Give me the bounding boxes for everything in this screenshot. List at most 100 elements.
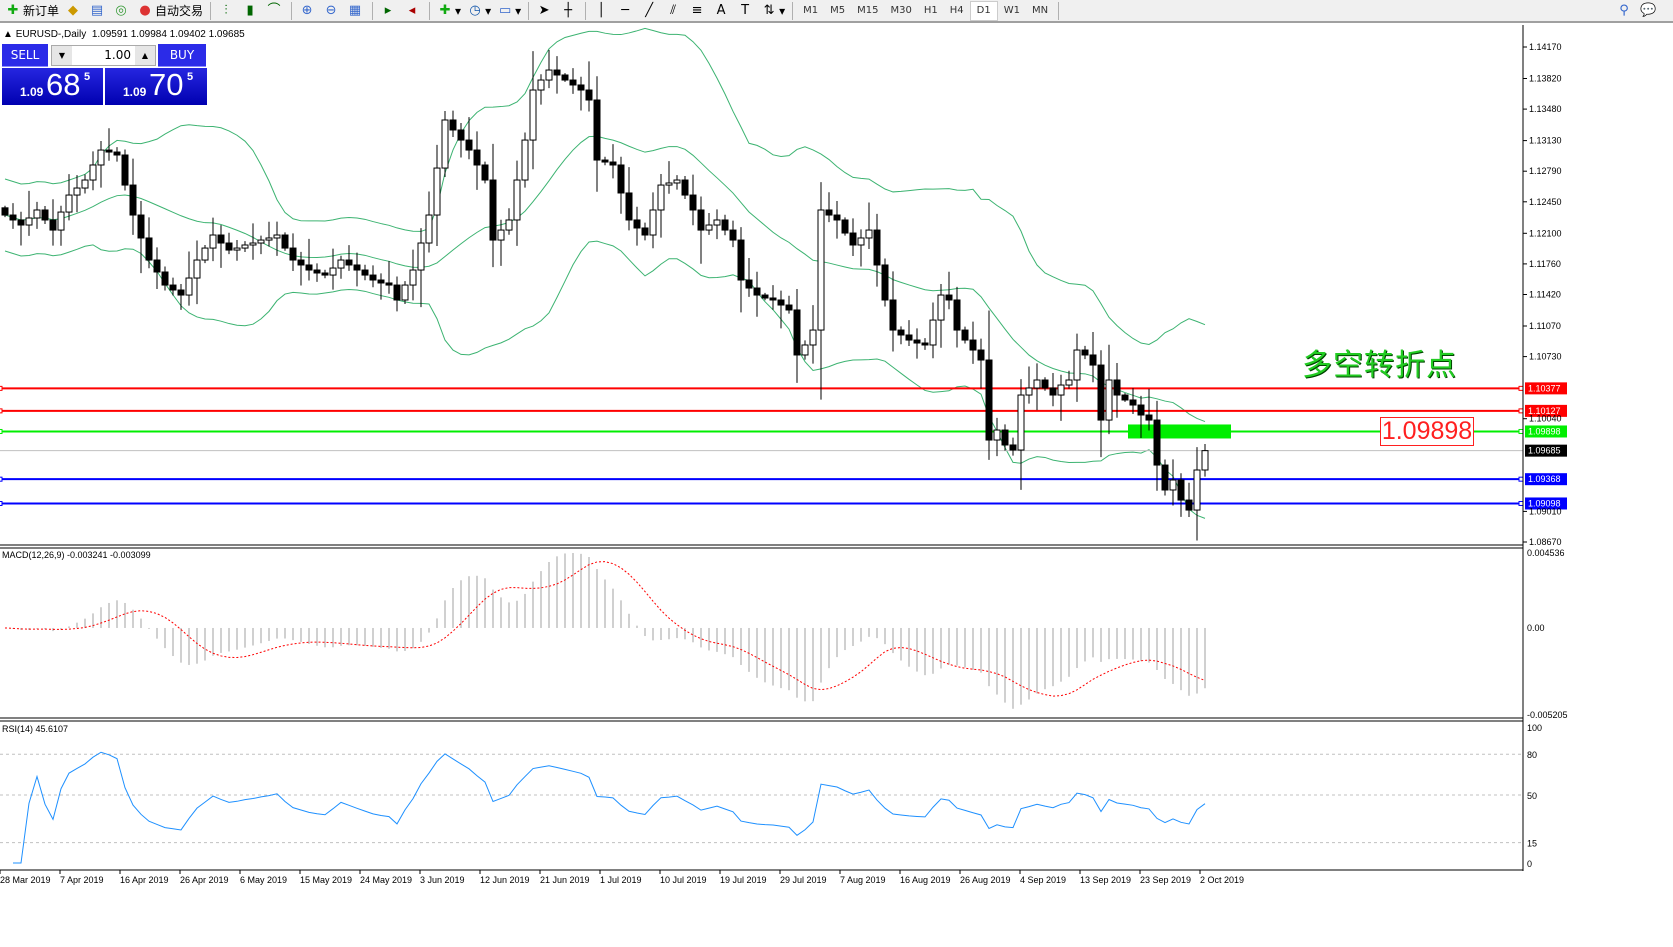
timeframe-m1[interactable]: M1 [803,5,819,16]
signals-button[interactable]: ◎ [110,0,134,21]
line-chart-button[interactable]: ⌒ [263,0,287,21]
bull-candle [665,182,673,186]
bear-candle [1121,394,1129,401]
search-button[interactable]: ⚲ [1613,0,1637,21]
text-button[interactable]: A [710,0,734,21]
templates-button[interactable]: ▭ ▾ [498,2,522,18]
date-tick-label: 13 Sep 2019 [1080,875,1131,885]
indicators-button[interactable]: ✚ ▾ [434,0,464,21]
timeframe-d1[interactable]: D1 [969,0,998,21]
lot-size-stepper[interactable]: ▼ 1.00 ▲ [51,45,156,66]
bear-candle [977,349,985,361]
horizontal-line-button[interactable]: ─ [614,0,638,21]
text-label-button[interactable]: T [734,0,758,21]
auto-scroll-button[interactable]: ▸ [377,0,401,21]
annotation-text[interactable]: 多空转折点 [1302,348,1457,383]
market-watch-icon: ◆ [68,2,79,18]
lot-increase-button[interactable]: ▲ [135,46,155,65]
bull-candle [81,179,89,189]
tile-windows-button[interactable]: ▦ [344,0,368,21]
vertical-line-button[interactable]: │ [590,0,614,21]
timeframe-m5[interactable]: M5 [830,5,846,16]
level-handle [1518,408,1524,414]
bear-candle [473,149,481,166]
bear-candle [1049,387,1057,396]
level-price-label: 1.10377 [1528,383,1561,393]
zoom-out-button[interactable]: ⊖ [320,0,344,21]
bear-candle [1161,464,1169,491]
annotation-price-box[interactable]: 1.09898 [1380,417,1474,446]
bull-candle [865,229,873,239]
chart-window[interactable]: 1.103771.101271.098981.096851.093681.090… [0,25,1673,947]
periods-button[interactable]: ◷ ▾ [464,0,494,21]
new-order-button[interactable]: ✚ 新订单 [2,0,62,21]
bar-chart-button[interactable]: ⫶ [215,0,239,21]
equidistant-channel-button[interactable]: ⫽ [662,0,686,21]
bull-candle [329,267,337,276]
market-watch-button[interactable]: ◆ [62,0,86,21]
candlestick-button[interactable]: ▮ [239,0,263,21]
separator [1058,1,1060,20]
timeframe-h1[interactable]: H1 [923,5,938,16]
line-chart-icon: ⌒ [267,2,281,18]
arrows-button[interactable]: ⇅ ▾ [758,0,788,21]
price-tick-label: 1.11760 [1529,259,1561,269]
timeframe-m30[interactable]: M30 [890,5,912,16]
chat-icon: 💬 [1640,2,1657,18]
trendline-button[interactable]: ╱ [638,0,662,21]
bear-candle [9,214,17,221]
level-handle [1518,476,1524,482]
bear-candle [905,334,913,341]
date-tick-label: 16 Apr 2019 [120,875,169,885]
price-tick-label: 1.11070 [1529,321,1561,331]
zoom-in-icon: ⊕ [301,2,313,18]
bull-candle [1065,379,1073,386]
sell-price-button[interactable]: 1.09 68 5 [2,67,103,105]
price-tick-label: 1.13820 [1529,74,1562,84]
timeframe-h4[interactable]: H4 [949,5,964,16]
buy-price-fraction: 5 [187,71,194,83]
price-tick-label: 1.12100 [1529,228,1562,238]
date-tick-label: 1 Jul 2019 [600,875,642,885]
bear-candle [361,269,369,276]
bear-candle [169,284,177,291]
bull-candle [65,194,73,213]
sell-button[interactable]: SELL [2,44,48,67]
buy-button[interactable]: BUY [158,44,206,67]
bull-candle [241,244,249,249]
bear-candle [641,227,649,236]
bull-candle [497,229,505,241]
bear-candle [873,229,881,266]
level-price-label: 1.09368 [1528,474,1561,484]
chart-shift-button[interactable]: ◂ [401,0,425,21]
auto-scroll-icon: ▸ [384,2,392,18]
bear-candle [313,269,321,274]
lot-decrease-button[interactable]: ▼ [52,46,72,65]
bear-candle [585,89,593,101]
crosshair-button[interactable]: ┼ [557,0,581,21]
bear-candle [737,239,745,281]
timeframe-w1[interactable]: W1 [1003,5,1020,16]
bear-candle [785,304,793,311]
auto-trading-button[interactable]: ● 自动交易 [134,0,206,21]
lot-size-input[interactable]: 1.00 [104,48,131,62]
bull-candle [249,242,257,246]
chat-button[interactable]: 💬 [1637,0,1661,21]
date-tick-label: 4 Sep 2019 [1020,875,1066,885]
fibonacci-button[interactable]: ≡ [686,0,710,21]
bull-candle [409,269,417,286]
buy-price-button[interactable]: 1.09 70 5 [105,67,207,105]
bear-candle [1089,354,1097,366]
bear-candle [617,164,625,194]
data-window-button[interactable]: ▤ [86,0,110,21]
bear-candle [609,161,617,166]
timeframe-mn[interactable]: MN [1031,5,1049,16]
bull-candle [505,219,513,231]
periods-icon: ◷ [469,2,481,18]
cursor-button[interactable]: ➤ [533,0,557,21]
zoom-in-button[interactable]: ⊕ [296,0,320,21]
bear-candle [1137,404,1145,416]
timeframe-m15[interactable]: M15 [857,5,879,16]
bear-candle [1009,444,1017,451]
price-tick-label: 1.14170 [1529,42,1562,52]
